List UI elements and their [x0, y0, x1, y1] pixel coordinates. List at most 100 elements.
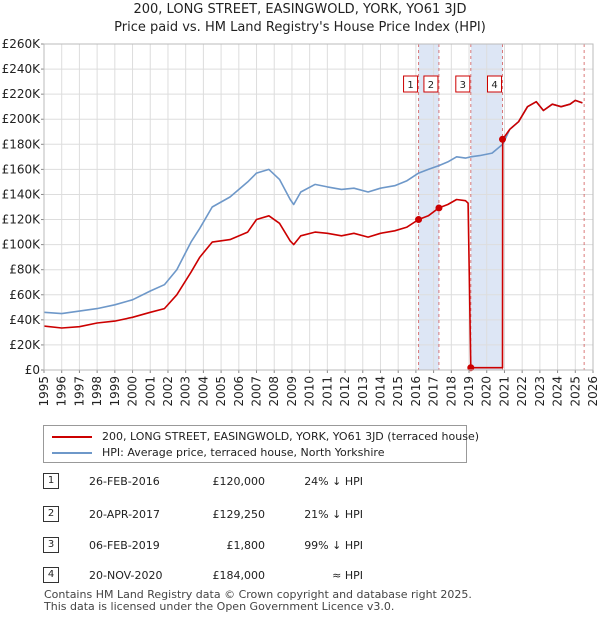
transaction-number: 2	[43, 506, 59, 522]
x-tick-label: 2018	[444, 376, 458, 407]
x-tick-label: 2008	[267, 376, 281, 407]
transaction-number: 3	[43, 537, 59, 553]
y-tick-label: £180K	[2, 137, 42, 151]
y-tick-label: £120K	[2, 213, 42, 227]
table-row: 4 20-NOV-2020 £184,000 ≈ HPI	[43, 566, 443, 586]
plot-frame	[43, 43, 594, 371]
x-tick-label: 2000	[126, 376, 140, 407]
transaction-date: 20-NOV-2020	[89, 569, 163, 582]
x-tick-label: 2013	[356, 376, 370, 407]
x-tick-label: 2023	[533, 376, 547, 407]
sale-marker-box-3	[455, 75, 471, 93]
y-tick-label: £160K	[2, 162, 42, 176]
sale-point-4	[499, 135, 507, 143]
footer: Contains HM Land Registry data © Crown c…	[44, 589, 472, 613]
x-tick-label: 1995	[37, 376, 51, 407]
y-tick-label: £100K	[2, 238, 42, 252]
transaction-price: £1,800	[226, 539, 266, 552]
footer-licence: This data is licensed under the Open Gov…	[44, 600, 395, 613]
transaction-date: 26-FEB-2016	[89, 475, 160, 488]
transaction-price: £129,250	[212, 508, 266, 521]
y-tick-label: £260K	[2, 37, 42, 51]
x-tick-label: 2026	[586, 376, 600, 407]
legend-swatch-hpi	[52, 452, 92, 454]
y-tick-label: £80K	[9, 263, 41, 277]
transaction-hpi-relation: 24% ↓ HPI	[304, 475, 363, 488]
x-tick-label: 2004	[196, 376, 210, 407]
sale-marker-label-4: 4	[491, 80, 497, 91]
y-axis: £0 £20K £40K £60K £80K £100K £120K £140K £160K £1…	[2, 37, 44, 377]
y-tick-label: £40K	[9, 313, 41, 327]
legend: 200, LONG STREET, EASINGWOLD, YORK, YO61…	[43, 425, 479, 463]
sale-marker-label-1: 1	[407, 80, 413, 91]
gridlines	[43, 43, 594, 371]
transaction-date: 20-APR-2017	[89, 508, 161, 521]
x-tick-label: 2022	[515, 376, 529, 407]
transaction-hpi-relation: 21% ↓ HPI	[304, 508, 363, 521]
legend-label-property: 200, LONG STREET, EASINGWOLD, YORK, YO61…	[102, 430, 479, 443]
x-tick-label: 2009	[285, 376, 299, 407]
sale-marker-box-4	[487, 75, 503, 93]
x-tick-label: 1997	[72, 376, 86, 407]
legend-swatch-property	[52, 436, 92, 438]
transaction-hpi-relation: 99% ↓ HPI	[304, 539, 363, 552]
table-row: 3 06-FEB-2019 £1,800 99% ↓ HPI	[43, 536, 443, 556]
sale-points	[415, 135, 507, 372]
table-row: 1 26-FEB-2016 £120,000 24% ↓ HPI	[43, 472, 443, 492]
x-tick-label: 1996	[55, 376, 69, 407]
sale-marker-box-1	[403, 75, 419, 93]
x-tick-label: 2014	[373, 376, 387, 407]
table-row: 2 20-APR-2017 £129,250 21% ↓ HPI	[43, 505, 443, 525]
legend-item-hpi: HPI: Average price, terraced house, Nort…	[52, 445, 384, 461]
x-tick-label: 2015	[391, 376, 405, 407]
x-tick-label: 2010	[303, 376, 317, 407]
sale-point-1	[415, 216, 423, 224]
x-tick-label: 2024	[551, 376, 565, 407]
x-tick-label: 2016	[409, 376, 423, 407]
x-tick-label: 2020	[480, 376, 494, 407]
legend-item-property: 200, LONG STREET, EASINGWOLD, YORK, YO61…	[52, 429, 479, 445]
transaction-hpi-relation: ≈ HPI	[332, 569, 363, 582]
y-tick-label: £140K	[2, 187, 42, 201]
x-tick-label: 2011	[320, 376, 334, 407]
shaded-periods	[418, 44, 503, 370]
x-tick-label: 2012	[338, 376, 352, 407]
sale-point-2	[435, 204, 443, 212]
footer-copyright: Contains HM Land Registry data © Crown c…	[44, 588, 472, 601]
sale-marker-label-3: 3	[460, 80, 466, 91]
chart-subtitle: Price paid vs. HM Land Registry's House …	[114, 20, 486, 35]
x-tick-label: 2017	[427, 376, 441, 407]
x-tick-label: 2005	[214, 376, 228, 407]
x-tick-label: 1999	[108, 376, 122, 407]
legend-label-hpi: HPI: Average price, terraced house, Nort…	[102, 446, 385, 459]
price-chart: 200, LONG STREET, EASINGWOLD, YORK, YO61…	[2, 2, 600, 407]
x-tick-label: 2025	[568, 376, 582, 407]
y-tick-label: £240K	[2, 62, 42, 76]
x-tick-label: 2021	[497, 376, 511, 407]
x-tick-label: 2002	[161, 376, 175, 407]
x-tick-label: 2007	[250, 376, 264, 407]
transaction-price: £184,000	[212, 569, 266, 582]
y-tick-label: £200K	[2, 112, 42, 126]
sale-marker-box-2	[423, 75, 439, 93]
transaction-price: £120,000	[212, 475, 266, 488]
x-tick-label: 2001	[143, 376, 157, 407]
sale-marker-label-2: 2	[428, 80, 434, 91]
property-series-line	[43, 99, 583, 369]
x-tick-label: 2019	[462, 376, 476, 407]
transaction-date: 06-FEB-2019	[89, 539, 160, 552]
y-tick-label: £60K	[9, 288, 41, 302]
transaction-number: 1	[43, 473, 59, 489]
series-lines	[43, 99, 583, 369]
x-axis: 1995 1996 1997 1998 1999 2000 2001 2002 2003 2004…	[37, 370, 600, 407]
x-tick-label: 2003	[179, 376, 193, 407]
x-tick-label: 2006	[232, 376, 246, 407]
y-tick-label: £0	[25, 363, 40, 377]
y-tick-label: £20K	[9, 338, 41, 352]
transaction-number: 4	[43, 567, 59, 583]
x-tick-label: 1998	[90, 376, 104, 407]
y-tick-label: £220K	[2, 87, 42, 101]
sale-point-3	[467, 364, 475, 372]
chart-title: 200, LONG STREET, EASINGWOLD, YORK, YO61…	[133, 2, 466, 17]
sale-number-markers: 1 2 3 4	[403, 75, 503, 93]
